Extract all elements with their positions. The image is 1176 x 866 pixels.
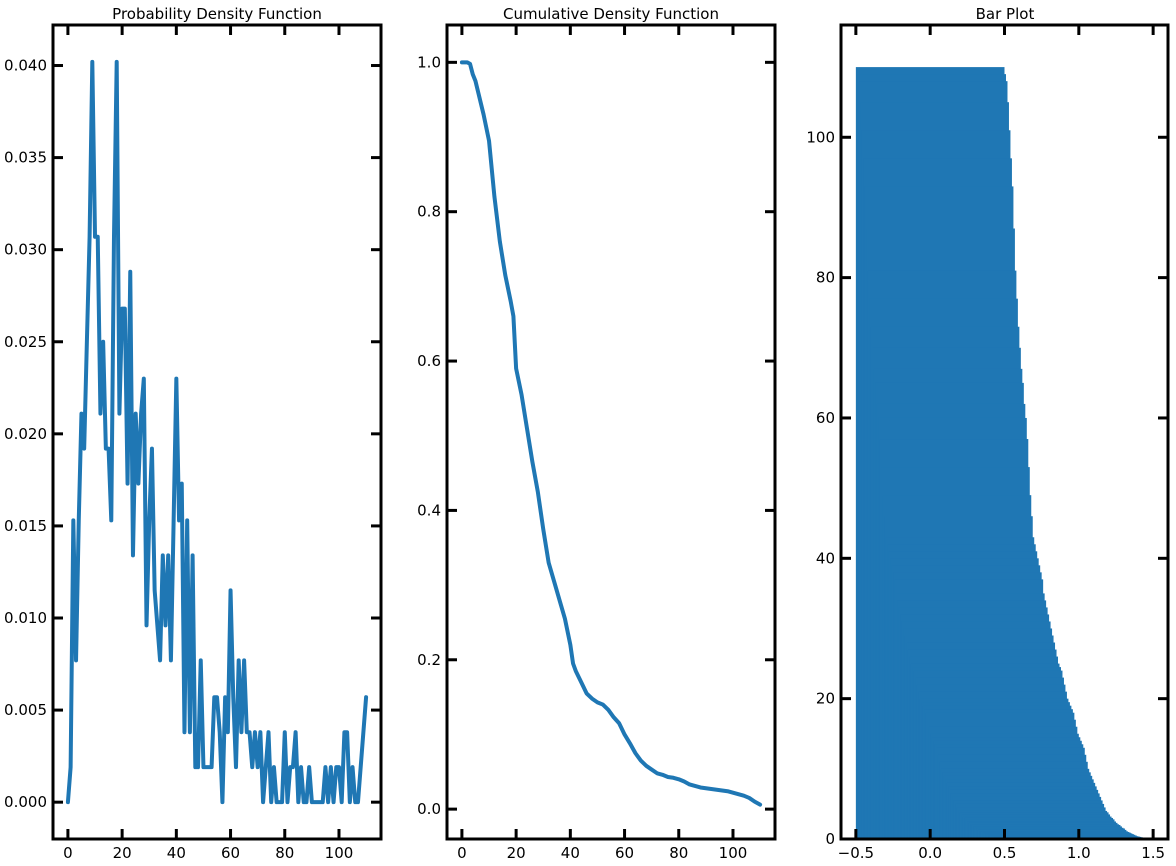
bar-y-tick-label: 20 xyxy=(816,690,835,708)
pdf-y-tick-label: 0.030 xyxy=(4,241,47,259)
cdf-x-tick-label: 100 xyxy=(719,844,748,862)
pdf-series-line xyxy=(65,59,369,805)
cdf-axes-frame xyxy=(445,23,777,841)
cdf-x-tick-label: 60 xyxy=(615,844,634,862)
pdf-axes-frame xyxy=(51,23,383,841)
pdf-y-tick-label: 0.035 xyxy=(4,149,47,167)
pdf-y-tick-label: 0.025 xyxy=(4,333,47,351)
cdf-y-tick-label: 0.2 xyxy=(417,651,441,669)
pdf-x-tick-label: 20 xyxy=(113,844,132,862)
cdf-x-tick-label: 80 xyxy=(669,844,688,862)
cdf-x-tick-label: 0 xyxy=(457,844,467,862)
cdf-x-tick-label: 40 xyxy=(561,844,580,862)
cdf-chart-title: Cumulative Density Function xyxy=(503,5,719,23)
pdf-chart-title: Probability Density Function xyxy=(112,5,322,23)
bar-y-tick-label: 60 xyxy=(816,409,835,427)
pdf-y-tick-label: 0.020 xyxy=(4,425,47,443)
bar-x-tick-label: 1.5 xyxy=(1141,844,1165,862)
pdf-y-tick-label: 0.010 xyxy=(4,609,47,627)
bar-chart-title: Bar Plot xyxy=(976,5,1035,23)
bar-y-tick-label: 0 xyxy=(825,830,835,848)
pdf-x-tick-label: 60 xyxy=(221,844,240,862)
cdf-chart-panel: Cumulative Density Function 0 20 40 60 80 100… xyxy=(417,5,777,862)
pdf-y-tick-label: 0.015 xyxy=(4,517,47,535)
bar-y-tick-label: 40 xyxy=(816,549,835,567)
bar-x-tick-label: 0.5 xyxy=(993,844,1017,862)
pdf-x-tick-label: 80 xyxy=(275,844,294,862)
cdf-series-line xyxy=(459,60,763,807)
cdf-y-tick-label: 0.8 xyxy=(417,203,441,221)
cdf-y-tick-label: 1.0 xyxy=(417,53,441,71)
pdf-y-tick-label: 0.040 xyxy=(4,57,47,75)
bar-y-tick-label: 100 xyxy=(806,128,835,146)
cdf-y-tick-label: 0.6 xyxy=(417,352,441,370)
pdf-x-tick-label: 40 xyxy=(167,844,186,862)
cdf-y-tick-label: 0.4 xyxy=(417,501,441,519)
bar-x-tick-label: 0.0 xyxy=(918,844,942,862)
bar-chart-panel: Bar Plot −0.5 0.0 0.5 1.0 1.5 0 20 40 60 80 100 xyxy=(806,5,1170,862)
bar-x-tick-label: 1.0 xyxy=(1067,844,1091,862)
cdf-y-tick-label: 0.0 xyxy=(417,800,441,818)
pdf-x-tick-label: 0 xyxy=(63,844,73,862)
bar-y-tick-label: 80 xyxy=(816,269,835,287)
bar-x-tick-label: −0.5 xyxy=(838,844,874,862)
pdf-y-tick-label: 0.000 xyxy=(4,793,47,811)
pdf-x-tick-label: 100 xyxy=(325,844,354,862)
pdf-chart-panel: Probability Density Function 0 20 40 60 80 10… xyxy=(4,5,383,862)
pdf-y-tick-label: 0.005 xyxy=(4,701,47,719)
cdf-x-tick-label: 20 xyxy=(507,844,526,862)
